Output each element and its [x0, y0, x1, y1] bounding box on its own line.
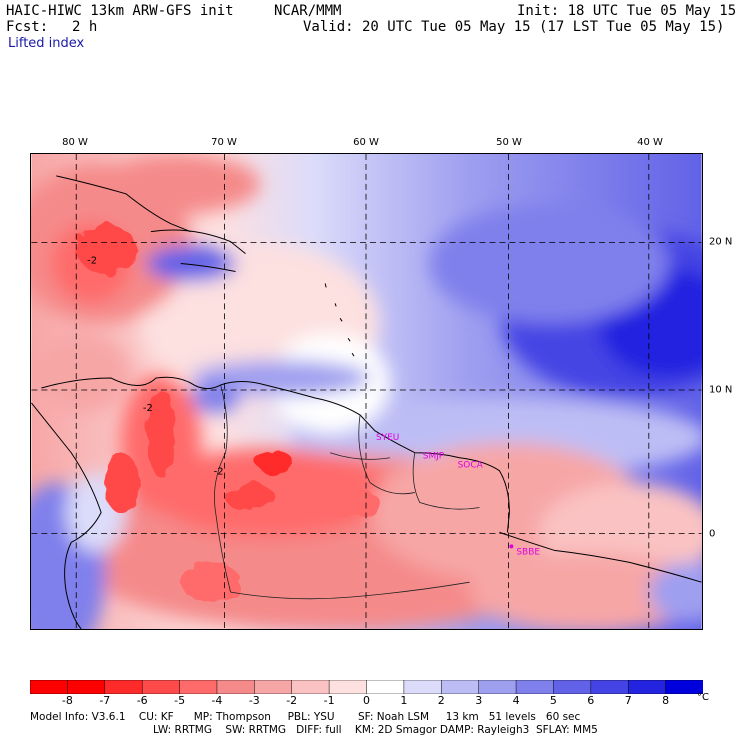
coastlines [31, 175, 702, 629]
contour-label: -2 [143, 403, 153, 414]
lifted-index-map: -2 -2 -2 SYEU SMJP SOCA SBBE [30, 153, 703, 630]
station-sbbe-marker [509, 544, 514, 549]
contour-label: -2 [214, 467, 224, 478]
borders [213, 384, 480, 600]
color-scale-tick-label: 6 [587, 694, 595, 707]
station-smjp: SMJP [423, 452, 445, 462]
color-scale-tick-label: -4 [211, 694, 223, 707]
lat-label-equator: 0 [709, 528, 716, 540]
station-sbbe: SBBE [516, 547, 540, 557]
color-swatch [179, 680, 218, 694]
color-swatch [67, 680, 106, 694]
color-swatch [104, 680, 143, 694]
color-swatch [328, 680, 368, 694]
valid-time: Valid: 20 UTC Tue 05 May 15 (17 LST Tue … [303, 19, 725, 35]
lon-label-50w: 50 W [496, 137, 522, 148]
color-swatch [441, 680, 480, 694]
lon-label-60w: 60 W [353, 137, 379, 148]
lon-label-70w: 70 W [211, 137, 237, 148]
color-scale-tick-label: -7 [99, 694, 111, 707]
color-swatch [627, 680, 667, 694]
lat-label-10n: 10 N [709, 384, 733, 396]
forecast-label: Fcst: [6, 19, 49, 35]
model-info-line1: Model Info: V3.6.1 CU: KF MP: Thompson P… [30, 711, 581, 723]
color-swatch [254, 680, 293, 694]
org-label: NCAR/MMM [274, 3, 342, 19]
color-swatch [403, 680, 443, 694]
contour-label: -2 [87, 256, 97, 267]
lat-label-20n: 20 N [709, 236, 733, 248]
station-syeu: SYEU [376, 433, 399, 443]
color-swatch [553, 680, 592, 694]
color-scale-tick-label: -5 [174, 694, 186, 707]
init-time: Init: 18 UTC Tue 05 May 15 [517, 3, 737, 19]
color-swatch [141, 680, 181, 694]
color-scale-tick-label: -3 [248, 694, 260, 707]
color-scale-tick-label: 2 [437, 694, 445, 707]
station-soca: SOCA [458, 461, 484, 471]
lon-label-40w: 40 W [637, 137, 663, 148]
lon-label-80w: 80 W [62, 137, 88, 148]
color-swatch [515, 680, 555, 694]
color-scale-tick-label: 0 [363, 694, 370, 707]
color-swatch [590, 680, 629, 694]
color-scale-tick-label: -8 [61, 694, 73, 707]
graticule [31, 154, 702, 629]
color-scale-tick-label: 7 [624, 694, 632, 707]
color-scale-bar [30, 680, 703, 694]
color-scale-tick-label: -6 [136, 694, 148, 707]
field-name: Lifted index [8, 36, 85, 51]
color-swatch [366, 680, 405, 694]
color-scale-tick-label: 1 [400, 694, 408, 707]
color-scale-tick-label: -1 [323, 694, 335, 707]
color-scale-tick-label: -2 [286, 694, 298, 707]
model-title: HAIC-HIWC 13km ARW-GFS init [6, 3, 234, 19]
model-info-line2: LW: RRTMG SW: RRTMG DIFF: full KM: 2D Sm… [153, 724, 598, 736]
color-swatch [291, 680, 330, 694]
color-scale-tick-label: 3 [475, 694, 483, 707]
color-swatch [216, 680, 256, 694]
color-swatch [665, 680, 703, 694]
field-shading [31, 154, 702, 629]
color-scale-tick-label: 4 [512, 694, 520, 707]
unit-label: °C [697, 692, 709, 703]
color-scale-tick-label: 8 [662, 694, 670, 707]
forecast-hour: 2 h [72, 19, 98, 35]
color-swatch [478, 680, 517, 694]
color-swatch [30, 680, 69, 694]
color-scale-tick-label: 5 [549, 694, 557, 707]
